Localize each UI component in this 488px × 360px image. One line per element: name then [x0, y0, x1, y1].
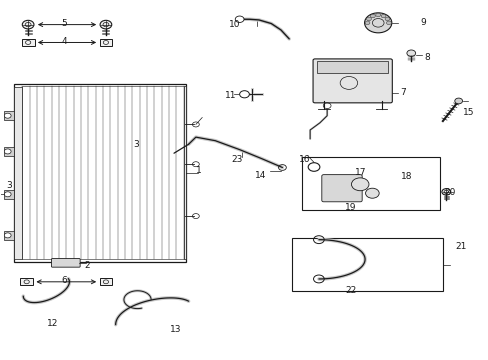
Text: 5: 5 — [61, 19, 67, 28]
Text: 4: 4 — [61, 37, 67, 46]
Text: 12: 12 — [47, 319, 58, 328]
Circle shape — [22, 20, 34, 29]
Circle shape — [351, 178, 368, 191]
Text: 11: 11 — [224, 91, 236, 100]
Circle shape — [365, 188, 378, 198]
Bar — [99, 39, 112, 46]
Text: 18: 18 — [400, 172, 412, 181]
Circle shape — [406, 50, 415, 57]
Text: 8: 8 — [424, 53, 429, 62]
Circle shape — [4, 233, 11, 238]
Bar — [4, 190, 14, 199]
Text: 1: 1 — [196, 166, 201, 175]
Text: 17: 17 — [355, 168, 366, 177]
Circle shape — [441, 189, 450, 195]
Text: 10: 10 — [229, 20, 240, 29]
Bar — [4, 147, 14, 156]
Text: 20: 20 — [444, 188, 455, 197]
Circle shape — [239, 91, 249, 98]
Text: 6: 6 — [61, 276, 67, 285]
Circle shape — [384, 17, 389, 21]
Circle shape — [454, 98, 462, 104]
Text: 23: 23 — [230, 155, 242, 164]
Bar — [4, 231, 14, 240]
Bar — [291, 238, 442, 292]
Bar — [301, 157, 440, 210]
Bar — [99, 278, 112, 285]
FancyBboxPatch shape — [321, 175, 362, 202]
Bar — [183, 86, 186, 259]
Circle shape — [4, 113, 11, 118]
Text: 3: 3 — [133, 140, 139, 149]
Circle shape — [370, 14, 374, 18]
Circle shape — [380, 14, 385, 18]
Bar — [317, 61, 387, 73]
Text: 7: 7 — [399, 88, 405, 97]
Bar — [4, 111, 14, 120]
Text: 22: 22 — [345, 286, 356, 295]
Bar — [21, 39, 35, 46]
Text: 16: 16 — [298, 155, 309, 164]
Text: 21: 21 — [454, 242, 466, 251]
Bar — [22, 86, 183, 259]
Circle shape — [4, 192, 11, 197]
Text: 2: 2 — [84, 261, 89, 270]
Circle shape — [235, 16, 244, 22]
Bar — [20, 278, 33, 285]
Bar — [14, 87, 22, 258]
Text: 3: 3 — [6, 181, 12, 190]
Text: 13: 13 — [169, 325, 181, 334]
Circle shape — [100, 20, 112, 29]
Circle shape — [364, 13, 391, 33]
Bar — [14, 84, 186, 262]
FancyBboxPatch shape — [312, 59, 391, 103]
Text: 9: 9 — [420, 18, 426, 27]
Circle shape — [386, 21, 390, 24]
Circle shape — [365, 21, 369, 24]
FancyBboxPatch shape — [51, 258, 80, 267]
Text: 15: 15 — [462, 108, 474, 117]
Text: 19: 19 — [344, 203, 356, 212]
Circle shape — [366, 17, 370, 21]
Text: 14: 14 — [254, 171, 266, 180]
Circle shape — [4, 149, 11, 154]
Circle shape — [375, 13, 380, 17]
